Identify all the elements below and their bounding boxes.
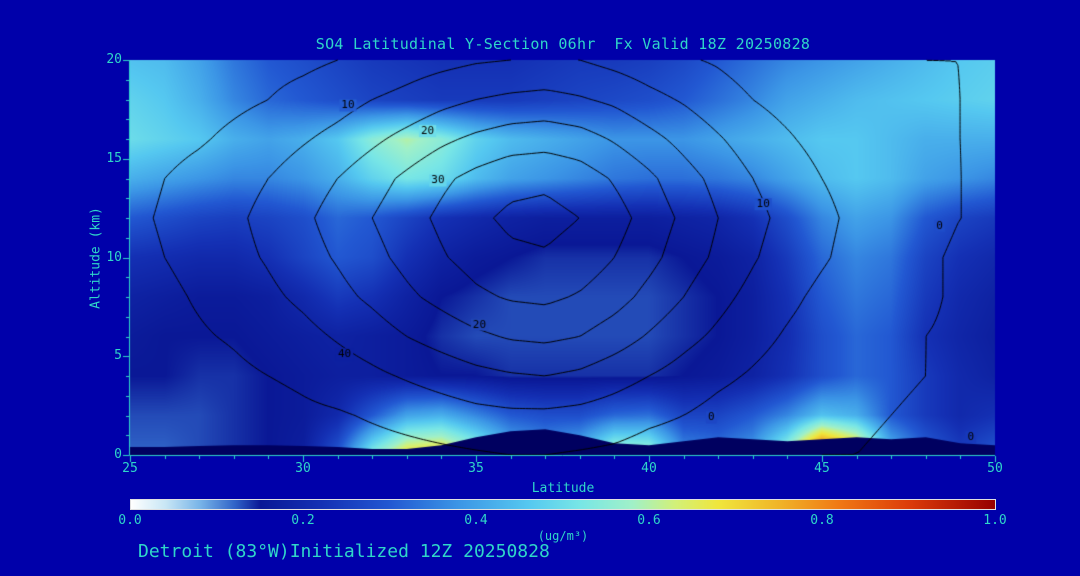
y-tick-label: 20	[106, 52, 122, 67]
y-tick-label: 15	[106, 151, 122, 166]
colorbar-tick-label: 0.8	[810, 513, 834, 528]
x-tick-label: 45	[814, 461, 830, 476]
colorbar-tick-label: 0.6	[637, 513, 661, 528]
y-tick-label: 5	[114, 348, 122, 363]
colorbar-gradient	[130, 499, 996, 510]
colorbar-tick-label: 1.0	[983, 513, 1007, 528]
colorbar-tick-label: 0.4	[464, 513, 488, 528]
chart-title: SO4 Latitudinal Y-Section 06hr Fx Valid …	[315, 35, 811, 53]
colorbar-tick-label: 0.2	[291, 513, 315, 528]
y-tick-label: 0	[114, 447, 122, 462]
y-tick-label: 10	[106, 250, 122, 265]
colorbar-units-label: (ug/m³)	[537, 529, 589, 543]
colorbar-tick-label: 0.0	[118, 513, 142, 528]
x-tick-label: 40	[641, 461, 657, 476]
footer-caption: Detroit (83°W)Initialized 12Z 20250828	[138, 541, 550, 562]
x-tick-label: 30	[295, 461, 311, 476]
x-tick-label: 50	[987, 461, 1003, 476]
x-tick-label: 35	[468, 461, 484, 476]
x-axis-label: Latitude	[531, 481, 595, 496]
x-tick-label: 25	[122, 461, 138, 476]
